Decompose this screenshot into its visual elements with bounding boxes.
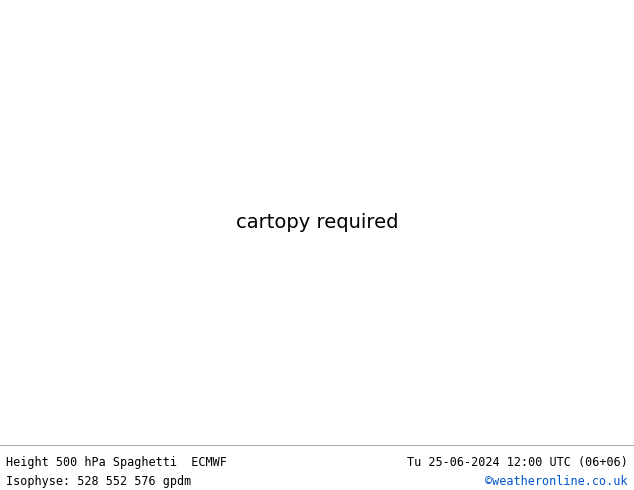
Text: Tu 25-06-2024 12:00 UTC (06+06): Tu 25-06-2024 12:00 UTC (06+06)	[407, 456, 628, 469]
Text: cartopy required: cartopy required	[236, 213, 398, 232]
Text: Height 500 hPa Spaghetti  ECMWF: Height 500 hPa Spaghetti ECMWF	[6, 456, 227, 469]
Text: Isophyse: 528 552 576 gpdm: Isophyse: 528 552 576 gpdm	[6, 475, 191, 488]
Text: ©weatheronline.co.uk: ©weatheronline.co.uk	[485, 475, 628, 488]
